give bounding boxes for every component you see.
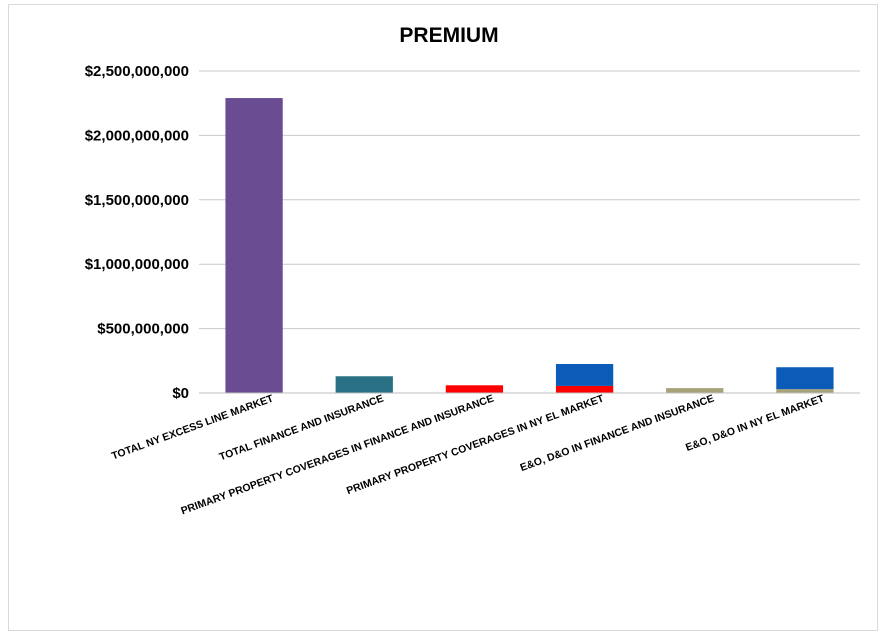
bar-segment <box>776 389 834 393</box>
y-tick-label: $2,000,000,000 <box>85 127 189 144</box>
bar-segment <box>445 385 504 393</box>
x-tick-label: E&O, D&O IN FINANCE AND INSURANCE <box>519 393 716 475</box>
chart-title: PREMIUM <box>399 24 498 47</box>
bars <box>225 98 834 393</box>
y-tick-label: $1,500,000,000 <box>85 192 189 209</box>
y-tick-label: $2,500,000,000 <box>85 63 189 80</box>
bar-segment <box>555 364 614 386</box>
bar-segment <box>225 98 283 393</box>
bar-segment <box>555 385 614 393</box>
y-tick-label: $0 <box>172 385 189 402</box>
bar-segment <box>335 376 393 393</box>
y-tick-label: $500,000,000 <box>97 321 189 338</box>
y-axis-ticks: $0 $500,000,000 $1,000,000,000 $1,500,000,0… <box>85 63 189 402</box>
gridlines <box>199 70 860 330</box>
y-tick-label: $1,000,000,000 <box>85 256 189 273</box>
bar-segment <box>776 367 834 390</box>
chart-frame <box>8 4 878 631</box>
bar-segment <box>666 388 724 393</box>
